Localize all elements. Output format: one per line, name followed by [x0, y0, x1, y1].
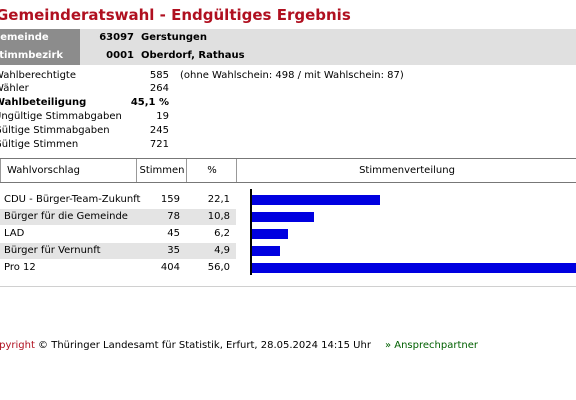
stat-gueltige-stimmen: Gültige Stimmen 721 — [0, 139, 576, 151]
stimmbezirk-label: Stimmbezirk — [0, 47, 80, 65]
table-row: CDU - Bürger-Team-Zukunft 159 22,1 — [0, 192, 236, 208]
col-wahlvorschlag: Wahlvorschlag — [0, 159, 137, 182]
stat-value: 245 — [149, 125, 169, 136]
col-stimmenverteilung: Stimmenverteilung — [236, 159, 576, 182]
stat-label: Ungültige Stimmabgaben — [0, 111, 122, 122]
page-title: Gemeinderatswahl - Endgültiges Ergebnis — [0, 6, 351, 24]
stat-label: Wähler — [0, 83, 29, 94]
bar-4 — [252, 246, 280, 256]
party-votes: 35 — [167, 245, 180, 256]
party-votes: 45 — [167, 228, 180, 239]
party-percent: 10,8 — [207, 211, 230, 222]
party-name: Bürger für Vernunft — [4, 245, 101, 256]
bar-1 — [252, 195, 380, 205]
stat-gueltige-abgaben: Gültige Stimmabgaben 245 — [0, 125, 576, 137]
stat-value: 721 — [149, 139, 169, 150]
stimmbezirk-number: 0001 — [106, 50, 134, 61]
stimmbezirk-name: Oberdorf, Rathaus — [141, 50, 245, 61]
bar-3 — [252, 229, 288, 239]
stat-label: Wahlberechtigte — [0, 70, 76, 81]
table-row: Pro 12 404 56,0 — [0, 260, 236, 276]
gemeinde-name: Gerstungen — [141, 32, 207, 43]
party-votes: 78 — [167, 211, 180, 222]
stimmbezirk-row: Stimmbezirk 0001 Oberdorf, Rathaus — [0, 47, 576, 65]
col-prozent: % — [186, 159, 237, 182]
stat-wahlberechtigte: Wahlberechtigte 585 (ohne Wahlschein: 49… — [0, 70, 576, 82]
stat-label: Wahlbeteiligung — [0, 97, 87, 108]
chart-baseline — [250, 189, 252, 275]
vote-distribution-chart — [250, 189, 576, 275]
col-stimmen: Stimmen — [136, 159, 187, 182]
party-name: LAD — [4, 228, 25, 239]
stat-label: Gültige Stimmabgaben — [0, 125, 110, 136]
party-votes: 404 — [160, 262, 180, 273]
table-row: Bürger für die Gemeinde 78 10,8 — [0, 209, 236, 225]
copyright-text: © Thüringer Landesamt für Statistik, Erf… — [34, 340, 371, 351]
stat-ungueltige: Ungültige Stimmabgaben 19 — [0, 111, 576, 123]
gemeinde-number: 63097 — [99, 32, 134, 43]
stat-wahlbeteiligung: Wahlbeteiligung 45,1 % — [0, 97, 576, 109]
stat-note: (ohne Wahlschein: 498 / mit Wahlschein: … — [180, 70, 404, 81]
stat-value: 585 — [149, 70, 169, 81]
stat-value: 45,1 % — [130, 97, 169, 108]
bar-5 — [252, 263, 576, 273]
party-percent: 56,0 — [207, 262, 230, 273]
stat-value: 264 — [149, 83, 169, 94]
table-row: LAD 45 6,2 — [0, 226, 236, 242]
footer: Copyright © Thüringer Landesamt für Stat… — [0, 340, 478, 351]
ansprechpartner-link[interactable]: » Ansprechpartner — [384, 340, 478, 351]
results-table-header: Wahlvorschlag Stimmen % Stimmenverteilun… — [0, 158, 576, 183]
stat-waehler: Wähler 264 — [0, 83, 576, 95]
stat-label: Gültige Stimmen — [0, 139, 79, 150]
gemeinde-label: Gemeinde — [0, 29, 80, 47]
party-percent: 22,1 — [207, 194, 230, 205]
gemeinde-row: Gemeinde 63097 Gerstungen — [0, 29, 576, 47]
copyright-label: Copyright — [0, 340, 35, 351]
party-name: Bürger für die Gemeinde — [4, 211, 128, 222]
table-row: Bürger für Vernunft 35 4,9 — [0, 243, 236, 259]
party-percent: 4,9 — [214, 245, 230, 256]
party-votes: 159 — [160, 194, 180, 205]
party-name: Pro 12 — [4, 262, 36, 273]
party-name: CDU - Bürger-Team-Zukunft — [4, 194, 141, 205]
divider — [0, 286, 576, 287]
stat-value: 19 — [156, 111, 169, 122]
bar-2 — [252, 212, 314, 222]
party-percent: 6,2 — [214, 228, 230, 239]
